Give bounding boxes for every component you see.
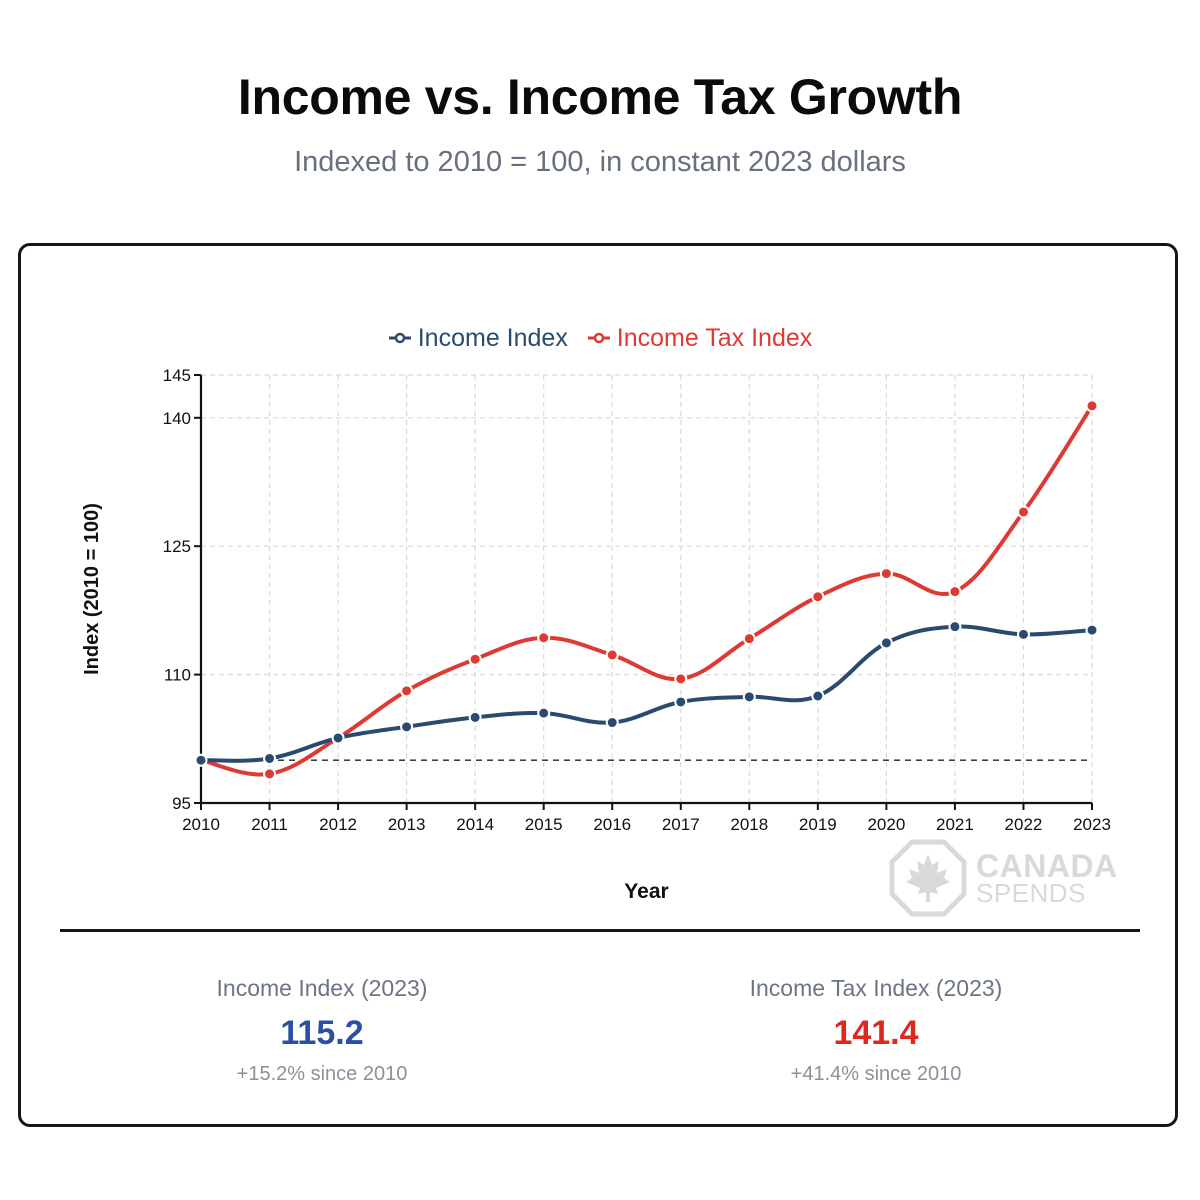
data-point-tax bbox=[537, 631, 551, 645]
data-point-tax bbox=[879, 567, 893, 581]
y-tick-label: 145 bbox=[163, 366, 191, 385]
legend-marker-dot bbox=[394, 332, 405, 344]
y-tick-label: 140 bbox=[163, 409, 191, 428]
data-point-tax bbox=[400, 684, 414, 698]
chart-legend: Income Index Income Tax Index bbox=[0, 322, 1200, 353]
x-axis-title: Year bbox=[624, 880, 668, 903]
stat-tax-value: 141.4 bbox=[833, 1014, 919, 1052]
maple-leaf-octagon-icon bbox=[889, 839, 967, 917]
stat-tax-change: +41.4% since 2010 bbox=[790, 1063, 962, 1085]
data-point-income bbox=[674, 695, 688, 709]
data-point-tax bbox=[263, 767, 277, 781]
data-point-income bbox=[468, 710, 482, 724]
legend-label-tax: Income Tax Index bbox=[616, 323, 813, 352]
x-tick-label: 2012 bbox=[319, 815, 357, 834]
x-tick-label: 2023 bbox=[1073, 815, 1111, 834]
data-point-income bbox=[1016, 627, 1030, 641]
x-tick-label: 2017 bbox=[662, 815, 700, 834]
legend-marker-dot bbox=[593, 332, 605, 344]
legend-item-tax[interactable]: Income Tax Index bbox=[587, 324, 812, 353]
data-point-tax bbox=[1085, 399, 1099, 413]
x-tick-label: 2021 bbox=[936, 815, 974, 834]
data-point-income bbox=[742, 690, 756, 704]
legend-item-income[interactable]: Income Index bbox=[388, 324, 568, 353]
stat-income-change: +15.2% since 2010 bbox=[236, 1063, 408, 1085]
x-tick-label: 2010 bbox=[182, 815, 220, 834]
stat-tax-label: Income Tax Index (2023) bbox=[749, 975, 1003, 1001]
stat-income-label: Income Index (2023) bbox=[216, 975, 428, 1001]
x-tick-label: 2020 bbox=[867, 815, 905, 834]
series-line-income bbox=[199, 624, 1094, 763]
data-point-tax bbox=[468, 652, 482, 666]
data-point-tax bbox=[605, 648, 619, 662]
legend-label-income: Income Index bbox=[417, 323, 568, 352]
data-point-income bbox=[331, 731, 345, 745]
y-tick-label: 95 bbox=[172, 794, 191, 813]
data-point-tax bbox=[742, 632, 756, 646]
data-point-income bbox=[948, 620, 962, 634]
legend-line-marker-tax-icon bbox=[587, 332, 610, 344]
x-tick-label: 2013 bbox=[388, 815, 426, 834]
data-point-income bbox=[537, 706, 551, 720]
y-tick-label: 110 bbox=[164, 666, 191, 685]
data-point-tax bbox=[948, 585, 962, 599]
x-tick-label: 2019 bbox=[799, 815, 837, 834]
data-point-income bbox=[194, 753, 208, 767]
y-tick-label: 125 bbox=[163, 537, 191, 556]
data-point-income bbox=[263, 751, 277, 765]
data-point-income bbox=[1085, 623, 1099, 637]
stat-tax: Income Tax Index (2023) 141.4 +41.4% sin… bbox=[616, 975, 1136, 1086]
watermark-line1: CANADA bbox=[976, 848, 1118, 884]
watermark-line2: SPENDS bbox=[976, 878, 1086, 908]
x-tick-label: 2011 bbox=[251, 815, 288, 834]
data-point-tax bbox=[674, 672, 688, 686]
data-point-income bbox=[879, 636, 893, 650]
y-axis-title: Index (2010 = 100) bbox=[81, 503, 103, 675]
data-point-income bbox=[400, 720, 414, 734]
x-tick-label: 2022 bbox=[1005, 815, 1043, 834]
page-title: Income vs. Income Tax Growth bbox=[237, 69, 963, 125]
x-tick-label: 2015 bbox=[525, 815, 563, 834]
data-point-tax bbox=[1016, 505, 1030, 519]
chart-card bbox=[18, 243, 1178, 1127]
data-point-income bbox=[811, 689, 825, 703]
data-point-tax bbox=[811, 590, 825, 604]
page-subtitle: Indexed to 2010 = 100, in constant 2023 … bbox=[294, 146, 906, 178]
stat-income: Income Index (2023) 115.2 +15.2% since 2… bbox=[62, 975, 582, 1086]
x-tick-label: 2014 bbox=[456, 815, 494, 834]
x-tick-label: 2016 bbox=[593, 815, 631, 834]
stat-income-value: 115.2 bbox=[280, 1014, 364, 1052]
legend-line-marker-income-icon bbox=[388, 332, 411, 344]
canada-spends-watermark: CANADA SPENDS bbox=[888, 838, 1138, 917]
data-point-income bbox=[605, 716, 619, 730]
section-divider bbox=[60, 929, 1140, 932]
x-tick-label: 2018 bbox=[730, 815, 768, 834]
line-chart: 95 110 125 140 145 2010 2011 2012 2013 2014 2015 20… bbox=[81, 366, 1111, 903]
